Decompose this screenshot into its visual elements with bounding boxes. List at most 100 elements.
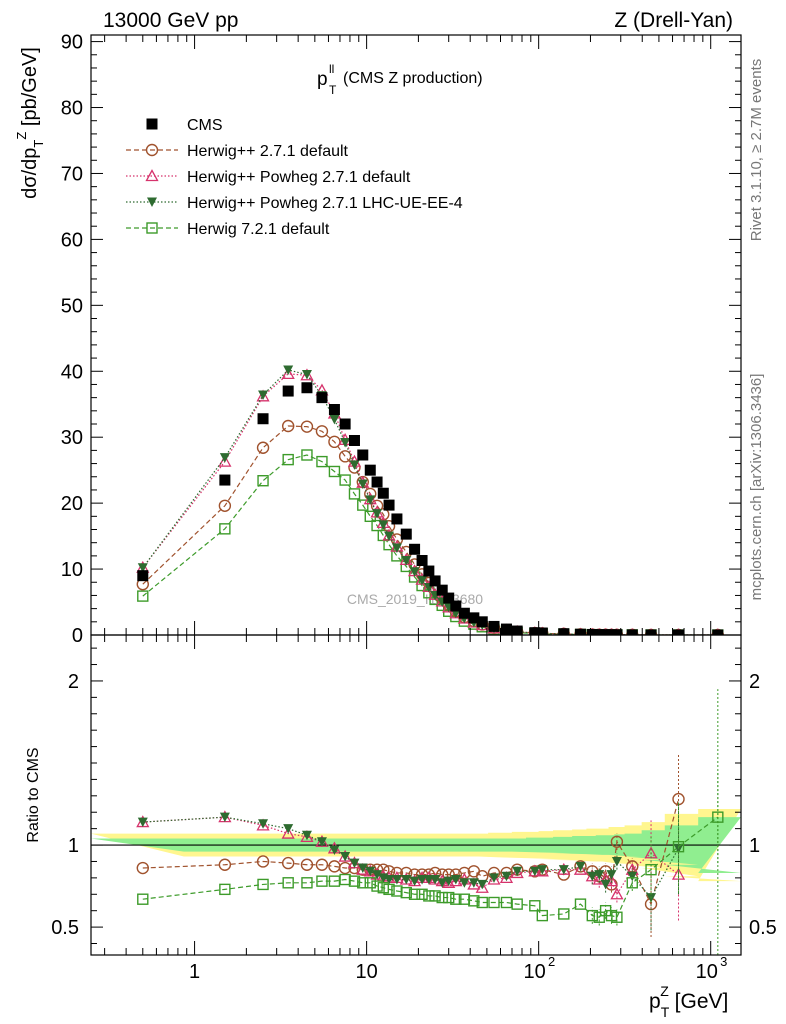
- ratio-point: [450, 893, 462, 905]
- data-point: [219, 474, 231, 486]
- data-point: [328, 465, 341, 478]
- legend-label: Herwig++ Powheg 2.7.1 default: [187, 169, 411, 186]
- legend-marker: [146, 118, 158, 130]
- ratio-point: [301, 830, 312, 841]
- ratio-point: [606, 870, 617, 880]
- data-point: [256, 389, 270, 402]
- ratio-point: [468, 895, 480, 907]
- ratio-point: [315, 858, 329, 871]
- ratio-point: [301, 877, 313, 889]
- ratio-point: [356, 862, 370, 875]
- main-ylabel: dσ/dpTZ [pb/GeV]: [14, 47, 46, 199]
- data-point: [500, 623, 512, 635]
- data-point: [281, 419, 295, 433]
- ratio-point: [258, 819, 269, 829]
- data-point: [645, 629, 657, 635]
- data-point: [673, 629, 685, 635]
- ratio-point: [256, 855, 270, 868]
- ratio-point: [371, 880, 383, 892]
- data-point: [574, 628, 586, 635]
- series-2: [136, 367, 722, 635]
- legend-entry-1: Herwig++ 2.7.1 default: [126, 143, 349, 160]
- ratio-point: [423, 890, 435, 902]
- ratio-point: [372, 870, 383, 880]
- ratio-point: [477, 879, 488, 890]
- data-point: [218, 454, 232, 467]
- ratio-point: [587, 871, 598, 882]
- plot-title-rest: (CMS Z production): [343, 70, 483, 87]
- ratio-point: [487, 872, 501, 885]
- data-point: [391, 543, 402, 553]
- data-point: [377, 487, 389, 499]
- mcplots-label: mcplots.cern.ch [arXiv:1306.3436]: [748, 374, 765, 601]
- ratio-point: [450, 875, 461, 885]
- data-point: [257, 475, 269, 487]
- ratio-point: [436, 891, 448, 904]
- data-point: [338, 450, 352, 463]
- ratio-point: [384, 875, 395, 885]
- ratio-point: [283, 824, 294, 834]
- ratio-point: [594, 870, 605, 880]
- ratio-point: [282, 877, 294, 889]
- ratio-point: [429, 890, 441, 902]
- ratio-point: [536, 909, 549, 922]
- ratio-point: [574, 898, 587, 910]
- data-point: [301, 449, 313, 461]
- data-point: [219, 453, 230, 463]
- data-point: [436, 584, 448, 596]
- ratio-point: [501, 871, 512, 882]
- ratio-point: [529, 900, 541, 912]
- ratio-point: [316, 875, 328, 887]
- ratio-point: [349, 858, 360, 869]
- data-point: [301, 370, 312, 380]
- ratio-point: [281, 826, 295, 839]
- data-point: [488, 620, 500, 632]
- ratio-ytick-label-right: 1: [749, 835, 760, 857]
- data-point: [409, 567, 420, 577]
- data-point: [328, 435, 341, 449]
- legend: CMS Herwig++ 2.7.1 default Herwig++ Powheg…: [126, 117, 463, 238]
- ratio-point: [672, 840, 685, 853]
- ratio-point: [600, 879, 611, 890]
- legend-marker: [145, 169, 159, 182]
- ratio-point: [443, 891, 455, 904]
- xtick-label: 10: [524, 961, 546, 983]
- data-point: [340, 437, 351, 448]
- header-left: 13000 GeV pp: [103, 9, 238, 32]
- data-point: [339, 418, 351, 430]
- ratio-point: [535, 864, 549, 877]
- ratio-point: [340, 852, 351, 862]
- ratio-point: [357, 877, 369, 889]
- data-point: [476, 616, 488, 628]
- ratio-point: [488, 896, 500, 909]
- data-point: [256, 441, 270, 454]
- ytick-label: 70: [61, 163, 83, 185]
- data-point: [348, 488, 361, 500]
- data-point: [391, 513, 403, 525]
- ratio-point: [400, 886, 412, 899]
- ratio-point: [575, 861, 586, 872]
- data-point: [137, 570, 149, 582]
- ratio-point: [475, 880, 489, 893]
- ratio-point: [449, 874, 463, 887]
- data-point: [357, 449, 369, 461]
- ratio-point: [573, 862, 588, 875]
- ratio-point: [365, 866, 376, 877]
- ratio-point: [558, 908, 570, 920]
- ratio-point: [316, 837, 327, 847]
- ytick-label: 80: [61, 98, 83, 120]
- ytick-label: 20: [61, 493, 83, 515]
- ratio-point: [443, 876, 454, 887]
- ratio-ytick-label: 1: [68, 835, 79, 857]
- main-series-layer: [136, 365, 725, 635]
- data-point: [468, 612, 480, 624]
- ratio-point: [329, 845, 340, 855]
- ratio-point: [136, 861, 149, 875]
- ratio-ytick-label-right: 2: [749, 671, 760, 693]
- ratio-point: [627, 871, 638, 882]
- data-point: [712, 629, 724, 635]
- legend-entry-2: Herwig++ Powheg 2.7.1 default: [126, 169, 411, 186]
- data-point: [300, 368, 314, 381]
- header-right: Z (Drell-Yan): [614, 9, 733, 32]
